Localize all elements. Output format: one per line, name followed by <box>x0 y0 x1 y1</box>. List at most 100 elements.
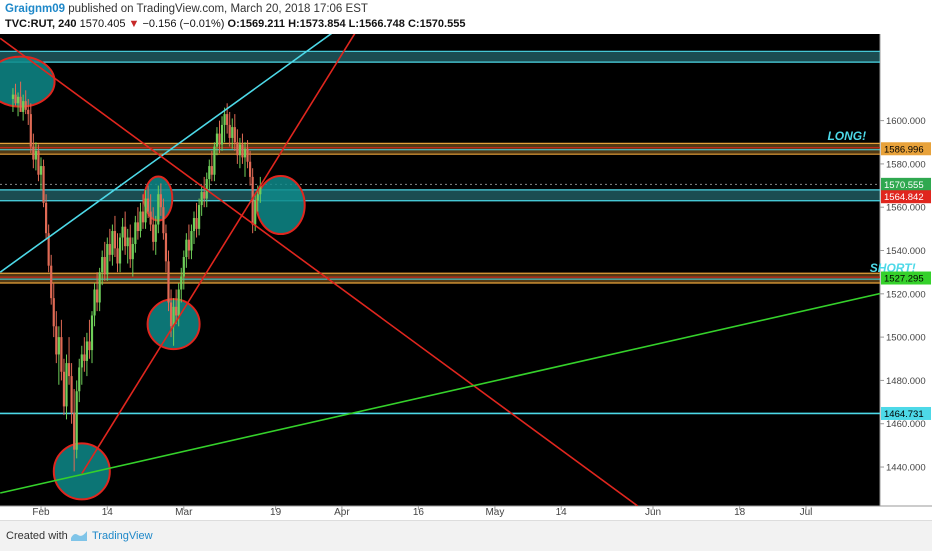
candle <box>60 337 63 372</box>
footer: Created with TradingView <box>0 520 932 551</box>
candle <box>223 114 226 125</box>
red-falling-trendline[interactable] <box>0 37 639 506</box>
candle <box>164 233 168 262</box>
candle <box>187 239 190 251</box>
y-tick-label: 1600.000 <box>886 116 926 127</box>
candle <box>103 257 106 275</box>
candle <box>159 194 162 208</box>
candle <box>141 211 145 223</box>
price-chart[interactable]: LONG!SHORT!1440.0001460.0001480.0001500.… <box>0 34 932 520</box>
candle <box>70 376 73 413</box>
candle <box>182 257 185 277</box>
price-label-box <box>881 142 931 156</box>
candle <box>259 185 262 195</box>
tradingview-logo-icon[interactable] <box>70 528 88 542</box>
candle <box>236 142 239 156</box>
candle <box>80 354 83 368</box>
ellipse-bottom[interactable] <box>52 442 111 501</box>
candle <box>24 101 27 110</box>
y-tick-label: 1560.000 <box>886 203 926 214</box>
candle <box>177 289 180 316</box>
x-tick-label: 14 <box>102 507 114 518</box>
candle <box>96 289 99 303</box>
candle <box>147 198 150 212</box>
candle <box>149 211 152 225</box>
plot-background <box>0 34 880 506</box>
candle <box>231 127 234 138</box>
candle <box>57 337 60 355</box>
candle <box>169 302 173 327</box>
candle <box>172 306 175 327</box>
candle <box>233 127 236 143</box>
candle <box>67 363 71 377</box>
y-tick-label: 1520.000 <box>886 289 926 300</box>
candle <box>185 239 188 258</box>
price-label: 1570.555 <box>884 180 924 191</box>
ellipse-top-left[interactable] <box>0 55 56 108</box>
price-change: −0.156 (−0.01%) <box>142 18 225 30</box>
x-tick-label: Jun <box>645 507 661 518</box>
price-axis[interactable] <box>880 34 932 506</box>
y-tick-label: 1460.000 <box>886 419 926 430</box>
price-label-box <box>881 406 931 420</box>
close-value: C:1570.555 <box>407 18 466 30</box>
candle <box>98 272 101 303</box>
candle <box>154 224 157 242</box>
candle <box>85 341 88 361</box>
author-name[interactable]: Graignm09 <box>5 3 66 15</box>
x-tick-label: Jul <box>800 507 813 518</box>
candle <box>139 211 142 232</box>
tradingview-brand[interactable]: TradingView <box>92 530 153 542</box>
candle <box>157 194 160 225</box>
candle <box>220 124 224 145</box>
candle <box>198 205 201 229</box>
candle <box>113 231 117 249</box>
candle <box>65 363 68 407</box>
x-tick-label: Feb <box>32 507 50 518</box>
candle <box>241 144 244 158</box>
candle <box>256 194 259 201</box>
x-tick-label: 14 <box>556 507 568 518</box>
green-rising-trendline[interactable] <box>0 289 898 494</box>
candle <box>136 222 139 232</box>
candle <box>243 148 247 158</box>
top-cyan-band <box>0 51 880 63</box>
low-value: L:1566.748 <box>348 18 405 30</box>
candle <box>246 148 249 162</box>
candle <box>215 133 219 147</box>
x-tick-label: May <box>485 507 504 518</box>
price-label: 1586.996 <box>884 144 924 155</box>
candle <box>118 237 122 264</box>
candle <box>93 289 96 316</box>
long-band <box>0 143 880 155</box>
change-arrow-icon: ▼ <box>128 18 140 30</box>
candle <box>47 233 50 266</box>
x-tick-label: Mar <box>175 507 193 518</box>
candle <box>162 207 165 234</box>
candle <box>218 133 221 145</box>
cyan-rising-trendline[interactable] <box>0 34 337 273</box>
candle <box>205 179 208 199</box>
y-tick-label: 1440.000 <box>886 463 926 474</box>
candle <box>228 124 231 138</box>
annotation-long[interactable]: LONG! <box>827 129 866 143</box>
price-label: 1564.842 <box>884 192 924 203</box>
time-axis[interactable] <box>0 506 932 520</box>
candle <box>167 261 170 303</box>
candle <box>32 146 35 160</box>
candle <box>16 96 20 104</box>
candle <box>192 218 196 232</box>
candle <box>175 306 178 316</box>
candle <box>180 276 183 290</box>
candle <box>208 166 211 180</box>
candle <box>78 367 81 392</box>
chart-header: Graignm09 published on TradingView.com, … <box>0 0 932 34</box>
ellipse-right[interactable] <box>255 175 306 236</box>
candle <box>249 161 252 177</box>
red-rising-trendline[interactable] <box>81 34 357 474</box>
high-value: H:1573.854 <box>288 18 346 30</box>
candle <box>90 315 94 351</box>
candle <box>210 166 213 175</box>
candle <box>126 237 129 247</box>
candle <box>34 150 37 160</box>
